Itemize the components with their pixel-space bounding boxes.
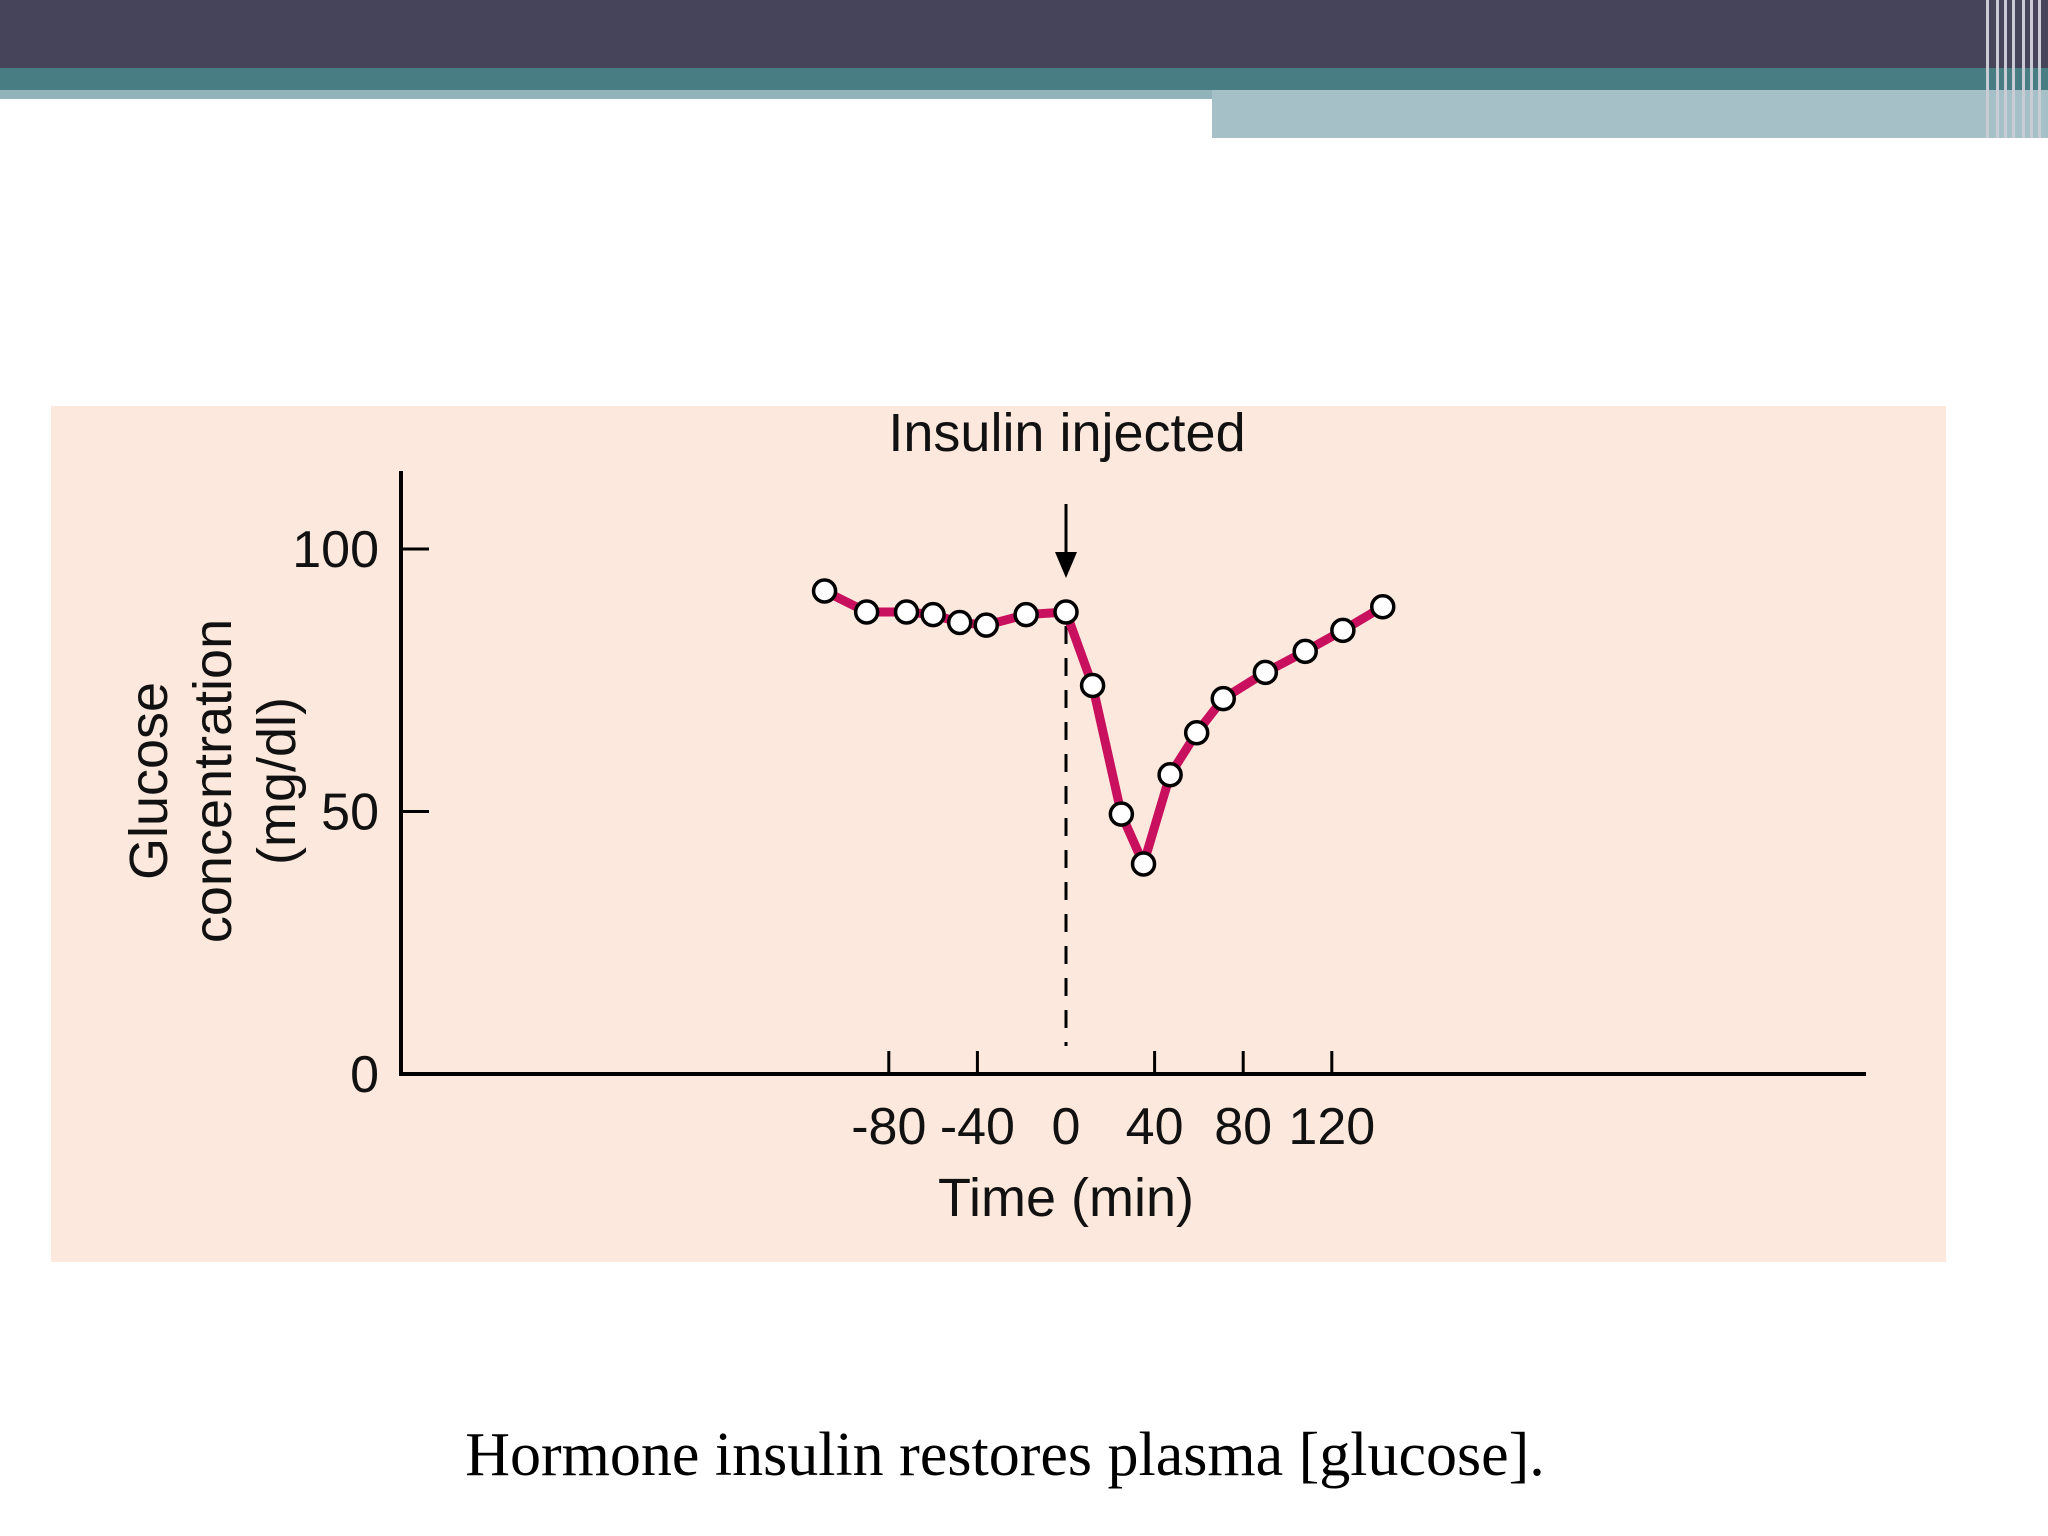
- data-point: [1157, 762, 1183, 788]
- data-point: [1210, 685, 1237, 712]
- data-point: [1292, 638, 1318, 665]
- data-point: [1369, 594, 1396, 620]
- y-tick-label: 100: [292, 521, 379, 579]
- x-tick-label: -40: [940, 1098, 1015, 1156]
- x-tick-label: 0: [1052, 1098, 1081, 1156]
- y-tick-label: 50: [321, 784, 379, 842]
- slide-caption: Hormone insulin restores plasma [glucose…: [465, 1421, 1545, 1489]
- data-point: [1330, 617, 1356, 644]
- y-axis-title-line-2: concentration: [183, 619, 243, 943]
- header-edge-stripes: [1984, 0, 2048, 138]
- data-point: [1013, 601, 1039, 628]
- data-point: [946, 609, 973, 636]
- y-tick-label: 0: [350, 1046, 379, 1104]
- x-axis-title: Time (min): [938, 1168, 1194, 1228]
- header-band-teal: [0, 68, 2048, 90]
- header-band-light-right: [1212, 90, 2048, 138]
- y-axis-title-line-1: Glucose: [119, 682, 179, 880]
- data-point: [853, 599, 880, 625]
- y-axis-title-line-3: (mg/dl): [247, 697, 307, 865]
- x-tick-label: -80: [851, 1098, 926, 1156]
- data-point: [1053, 599, 1079, 625]
- x-tick-label: 120: [1288, 1098, 1375, 1156]
- x-tick-label: 80: [1214, 1098, 1272, 1156]
- chart-panel: -80 -40 0 40 80 120 0 50 100 Insulin injected Ti…: [51, 406, 1946, 1262]
- data-point: [1108, 801, 1135, 827]
- data-point: [1130, 851, 1157, 877]
- data-point: [811, 578, 838, 604]
- data-point: [1079, 672, 1106, 699]
- data-point: [893, 599, 920, 625]
- x-tick-label: 40: [1126, 1098, 1184, 1156]
- data-point: [1252, 659, 1279, 686]
- data-point: [973, 612, 1000, 638]
- annotation-arrowhead: [1055, 552, 1077, 578]
- header-band-dark: [0, 0, 2048, 68]
- series-line: [820, 586, 1388, 869]
- annotation-label: Insulin injected: [888, 406, 1245, 463]
- data-point: [1183, 720, 1210, 746]
- header-band-light-left: [0, 90, 1212, 99]
- glucose-chart: -80 -40 0 40 80 120 0 50 100 Insulin injected Ti…: [119, 406, 1866, 1228]
- data-point: [920, 601, 946, 628]
